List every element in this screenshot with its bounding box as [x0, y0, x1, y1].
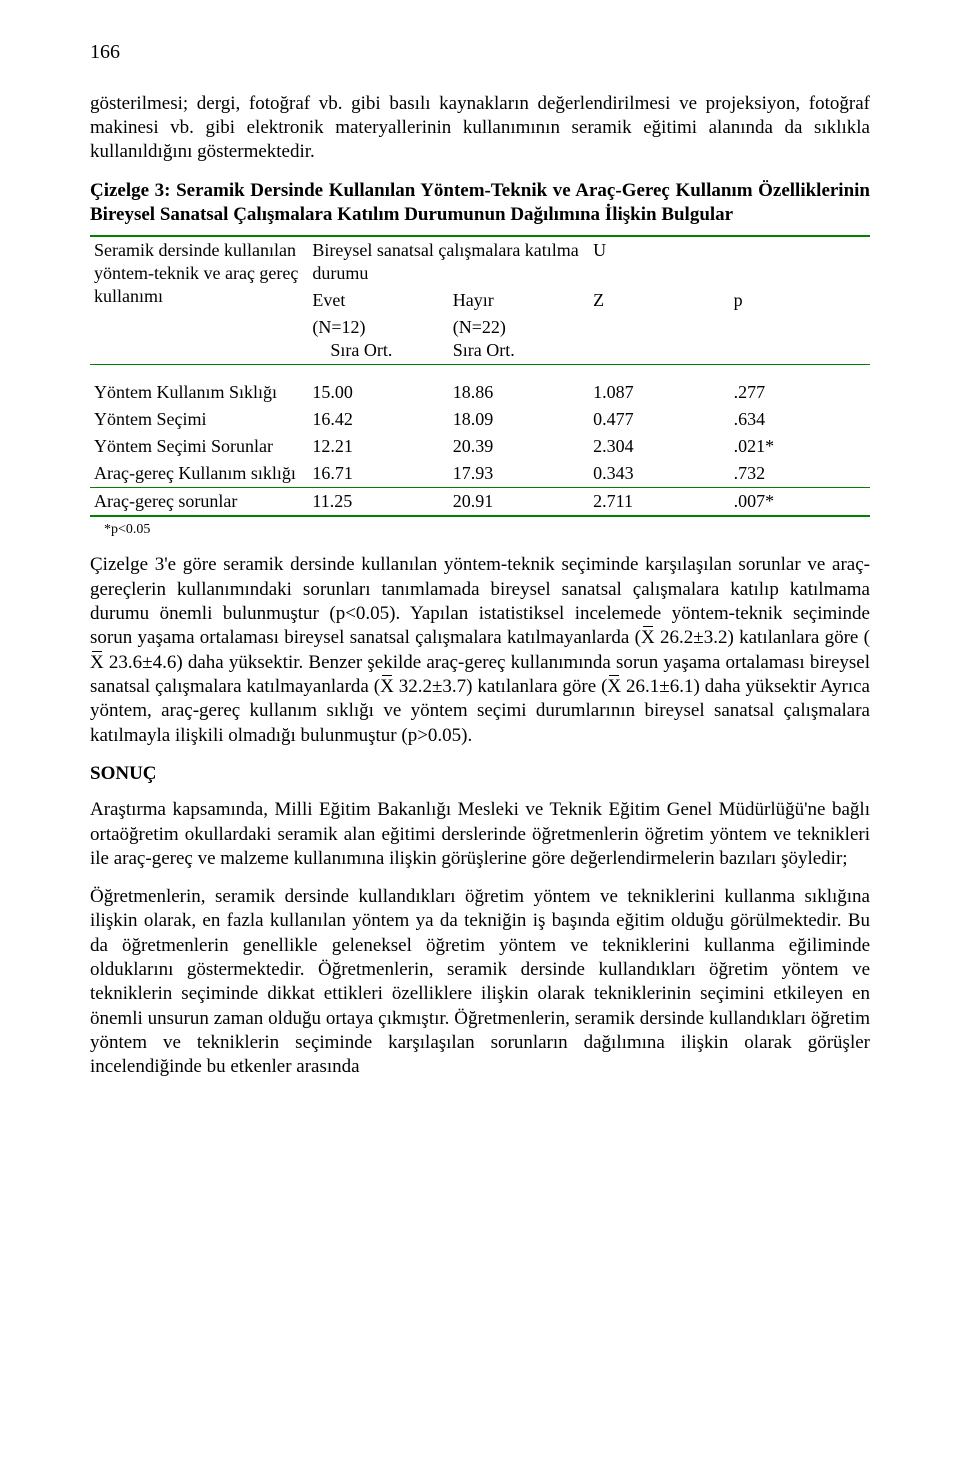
row-p: .277 — [730, 379, 870, 406]
row-evet: 11.25 — [308, 488, 448, 517]
page-number: 166 — [90, 40, 870, 66]
row-hayir: 20.91 — [449, 488, 589, 517]
row-evet: 16.71 — [308, 460, 448, 488]
group-header: Bireysel sanatsal çalışmalara katılma du… — [308, 236, 589, 287]
row-evet: 16.42 — [308, 406, 448, 433]
conclusion-paragraph-2: Öğretmenlerin, seramik dersinde kullandı… — [90, 885, 870, 1080]
table-footnote: *p<0.05 — [104, 521, 870, 539]
evet-n: (N=12) — [312, 317, 365, 337]
row-evet: 12.21 — [308, 433, 448, 460]
table-row: Yöntem Kullanım Sıklığı 15.00 18.86 1.08… — [90, 379, 870, 406]
table-row: Yöntem Seçimi 16.42 18.09 0.477 .634 — [90, 406, 870, 433]
row-z: 1.087 — [589, 379, 729, 406]
intro-paragraph: gösterilmesi; dergi, fotoğraf vb. gibi b… — [90, 92, 870, 165]
row-p: .732 — [730, 460, 870, 488]
section-heading-sonuc: SONUÇ — [90, 762, 870, 786]
p-header: p — [730, 287, 870, 314]
table-row: Yöntem Seçimi Sorunlar 12.21 20.39 2.304… — [90, 433, 870, 460]
table-row: Araç-gereç Kullanım sıklığı 16.71 17.93 … — [90, 460, 870, 488]
row-hayir: 20.39 — [449, 433, 589, 460]
row-label: Yöntem Seçimi Sorunlar — [90, 433, 308, 460]
table-row: Araç-gereç sorunlar 11.25 20.91 2.711 .0… — [90, 488, 870, 517]
row-hayir: 18.86 — [449, 379, 589, 406]
row-label: Yöntem Seçimi — [90, 406, 308, 433]
row-hayir: 17.93 — [449, 460, 589, 488]
xbar-symbol: X — [607, 677, 621, 696]
row-z: 0.343 — [589, 460, 729, 488]
row-p: .021* — [730, 433, 870, 460]
analysis-paragraph: Çizelge 3'e göre seramik dersinde kullan… — [90, 553, 870, 748]
table-caption: Çizelge 3: Seramik Dersinde Kullanılan Y… — [90, 179, 870, 228]
row-z: 0.477 — [589, 406, 729, 433]
page: 166 gösterilmesi; dergi, fotoğraf vb. gi… — [0, 0, 960, 1468]
xbar-symbol: X — [641, 628, 655, 647]
row-label: Araç-gereç Kullanım sıklığı — [90, 460, 308, 488]
row-label: Araç-gereç sorunlar — [90, 488, 308, 517]
xbar-symbol: X — [380, 677, 394, 696]
row-z: 2.711 — [589, 488, 729, 517]
results-table: Seramik dersinde kullanılan yöntem-tekni… — [90, 235, 870, 517]
z-header: Z — [589, 287, 729, 314]
row-label: Yöntem Kullanım Sıklığı — [90, 379, 308, 406]
hayir-n: (N=22) — [453, 317, 506, 337]
hayir-sira: Sıra Ort. — [453, 340, 515, 360]
row-evet: 15.00 — [308, 379, 448, 406]
evet-header: Evet — [308, 287, 448, 314]
row-p: .007* — [730, 488, 870, 517]
evet-sira: Sıra Ort. — [330, 340, 392, 360]
u-header: U — [589, 236, 729, 287]
conclusion-paragraph-1: Araştırma kapsamında, Milli Eğitim Bakan… — [90, 798, 870, 871]
row-p: .634 — [730, 406, 870, 433]
row-z: 2.304 — [589, 433, 729, 460]
hayir-header: Hayır — [449, 287, 589, 314]
row-hayir: 18.09 — [449, 406, 589, 433]
row-label-header: Seramik dersinde kullanılan yöntem-tekni… — [90, 236, 308, 365]
xbar-symbol: X — [90, 653, 104, 672]
